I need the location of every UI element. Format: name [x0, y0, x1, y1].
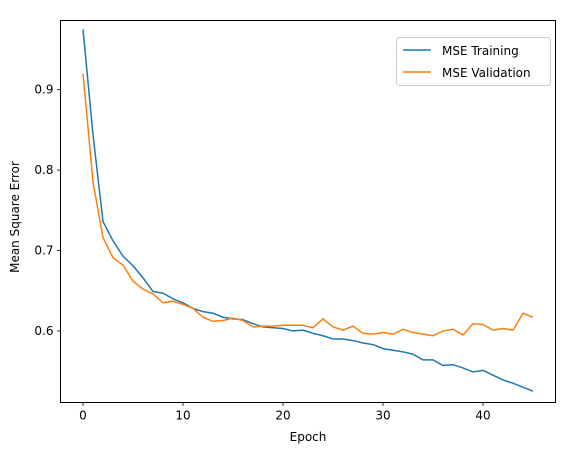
- x-axis: 0 10 20 30 40: [79, 402, 491, 423]
- legend-label-mse-training: MSE Training: [442, 44, 519, 58]
- plot-area: [82, 29, 534, 392]
- y-tick-label: 0.7: [34, 244, 53, 258]
- y-axis: 0.6 0.7 0.8 0.9: [34, 83, 61, 338]
- x-tick-label: 30: [375, 409, 390, 423]
- x-tick-label: 0: [79, 409, 87, 423]
- legend: MSE Training MSE Validation: [396, 37, 551, 86]
- x-axis-label: Epoch: [290, 430, 327, 444]
- y-axis-label: Mean Square Error: [8, 161, 22, 273]
- legend-label-mse-validation: MSE Validation: [442, 66, 531, 80]
- series-line-mse-training: [82, 29, 534, 392]
- series-line-mse-validation: [82, 73, 534, 337]
- x-tick-label: 10: [175, 409, 190, 423]
- x-tick-label: 40: [475, 409, 490, 423]
- legend-box: [396, 37, 551, 86]
- x-tick-label: 20: [275, 409, 290, 423]
- y-tick-label: 0.8: [34, 163, 53, 177]
- y-tick-label: 0.6: [34, 324, 53, 338]
- y-tick-label: 0.9: [34, 83, 53, 97]
- axes-frame: [60, 20, 556, 403]
